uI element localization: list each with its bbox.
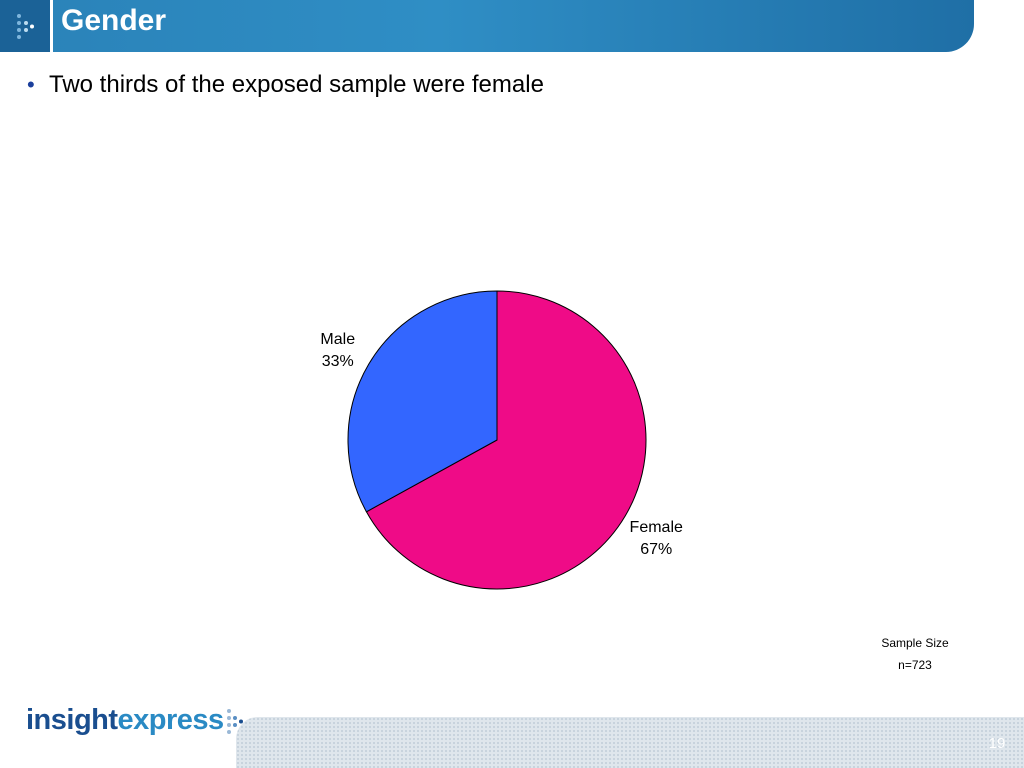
header-divider <box>50 0 53 52</box>
footer-dotted-bar <box>236 717 1024 768</box>
bullet-text: Two thirds of the exposed sample were fe… <box>49 71 544 98</box>
pie-label-name: Female <box>630 519 683 536</box>
bullet-item: • Two thirds of the exposed sample were f… <box>27 70 544 100</box>
sample-size-label: Sample Size <box>881 636 949 650</box>
bullet-dot-icon: • <box>27 72 35 97</box>
insightexpress-logo: insightexpress <box>26 700 244 740</box>
pie-chart: Female 67% Male 33% <box>320 290 683 590</box>
header-banner: Gender <box>0 0 974 52</box>
pie-label-name: Male <box>320 331 355 348</box>
sample-size-value: n=723 <box>898 658 932 672</box>
pie-label-value: 67% <box>640 541 672 558</box>
pie-label-value: 33% <box>322 353 354 370</box>
logo-text-express: express <box>117 704 225 736</box>
pie-slice-female <box>365 290 647 590</box>
logo-arrow-dots-icon <box>226 709 243 735</box>
sample-size-box: Sample Size n=723 <box>862 632 968 676</box>
logo-text-insight: insight <box>26 704 118 736</box>
header-logo-box <box>0 0 50 52</box>
page-number: 19 <box>988 735 1006 752</box>
pie-label-male: Male 33% <box>320 331 355 370</box>
pie-label-female: Female 67% <box>630 519 683 558</box>
arrow-dots-icon <box>17 14 34 39</box>
pie-slice-male <box>347 290 498 513</box>
page-title: Gender <box>61 4 167 37</box>
